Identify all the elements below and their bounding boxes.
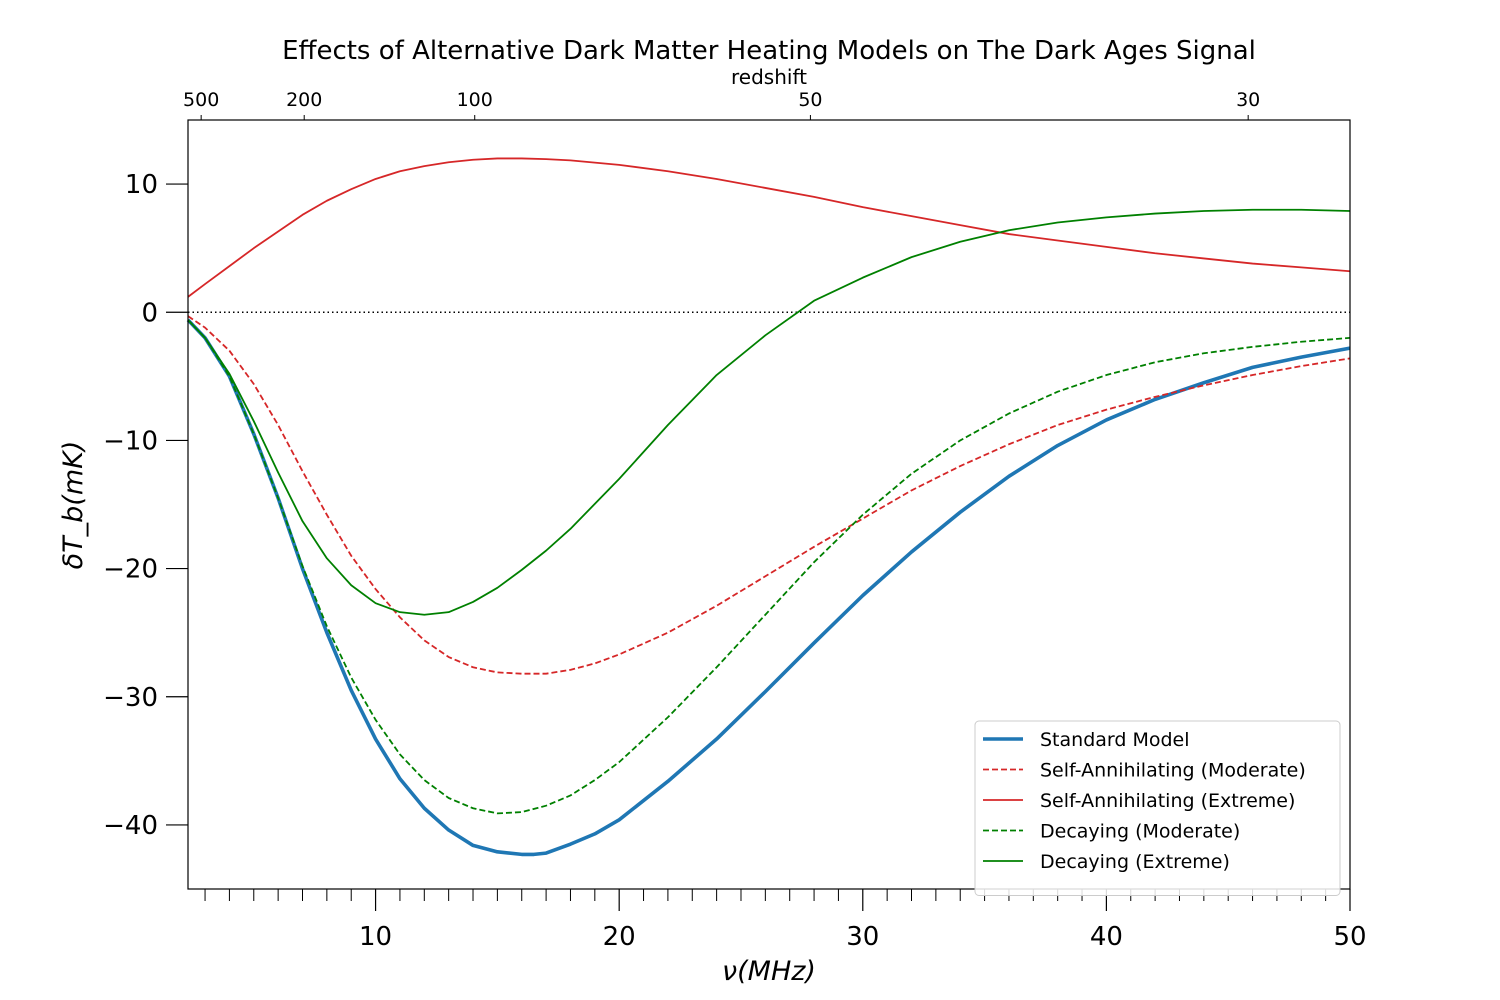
y-tick-label: −30 <box>103 683 158 713</box>
x-tick-label: 40 <box>1090 922 1123 952</box>
y-axis-ticks: 10 0 −10 −20 −30 −40 <box>103 170 188 841</box>
series-line-2 <box>187 315 1351 675</box>
top-tick-label: 50 <box>798 89 822 111</box>
plot-frame <box>187 119 1351 890</box>
top-axis-label: redshift <box>731 65 807 89</box>
x-tick-label: 50 <box>1333 922 1366 952</box>
series-line-1 <box>186 318 1351 857</box>
y-tick-label: 0 <box>141 298 158 328</box>
top-tick-label: 30 <box>1236 89 1260 111</box>
series-line-5 <box>187 208 1351 616</box>
y-tick-label: −10 <box>103 426 158 456</box>
x-axis-label: ν(MHz) <box>722 956 816 987</box>
series-line-4 <box>187 319 1351 815</box>
legend-label: Self-Annihilating (Moderate) <box>1040 760 1306 782</box>
top-tick-label: 100 <box>457 89 493 111</box>
top-tick-label: 200 <box>286 89 322 111</box>
legend-box <box>974 720 1341 896</box>
y-tick-label: 10 <box>125 170 158 200</box>
top-axis-ticks: 500 200 100 50 30 <box>183 89 1260 120</box>
legend-label: Standard Model <box>1040 729 1190 751</box>
x-tick-label: 20 <box>603 922 636 952</box>
series-line-3 <box>187 157 1351 298</box>
x-tick-label: 10 <box>359 922 392 952</box>
chart-title: Effects of Alternative Dark Matter Heati… <box>282 36 1256 66</box>
x-axis-ticks: 10 20 30 40 50 <box>204 889 1367 952</box>
y-axis-label: δT_b(mK) <box>58 441 89 570</box>
y-tick-label: −20 <box>103 555 158 585</box>
legend-label: Decaying (Moderate) <box>1040 821 1240 843</box>
series-layer <box>186 157 1351 857</box>
x-tick-label: 30 <box>846 922 879 952</box>
legend: Standard Model Self-Annihilating (Moderat… <box>974 720 1341 896</box>
top-tick-label: 500 <box>183 89 219 111</box>
y-tick-label: −40 <box>103 811 158 841</box>
legend-label: Decaying (Extreme) <box>1040 851 1230 873</box>
legend-label: Self-Annihilating (Extreme) <box>1040 790 1295 812</box>
